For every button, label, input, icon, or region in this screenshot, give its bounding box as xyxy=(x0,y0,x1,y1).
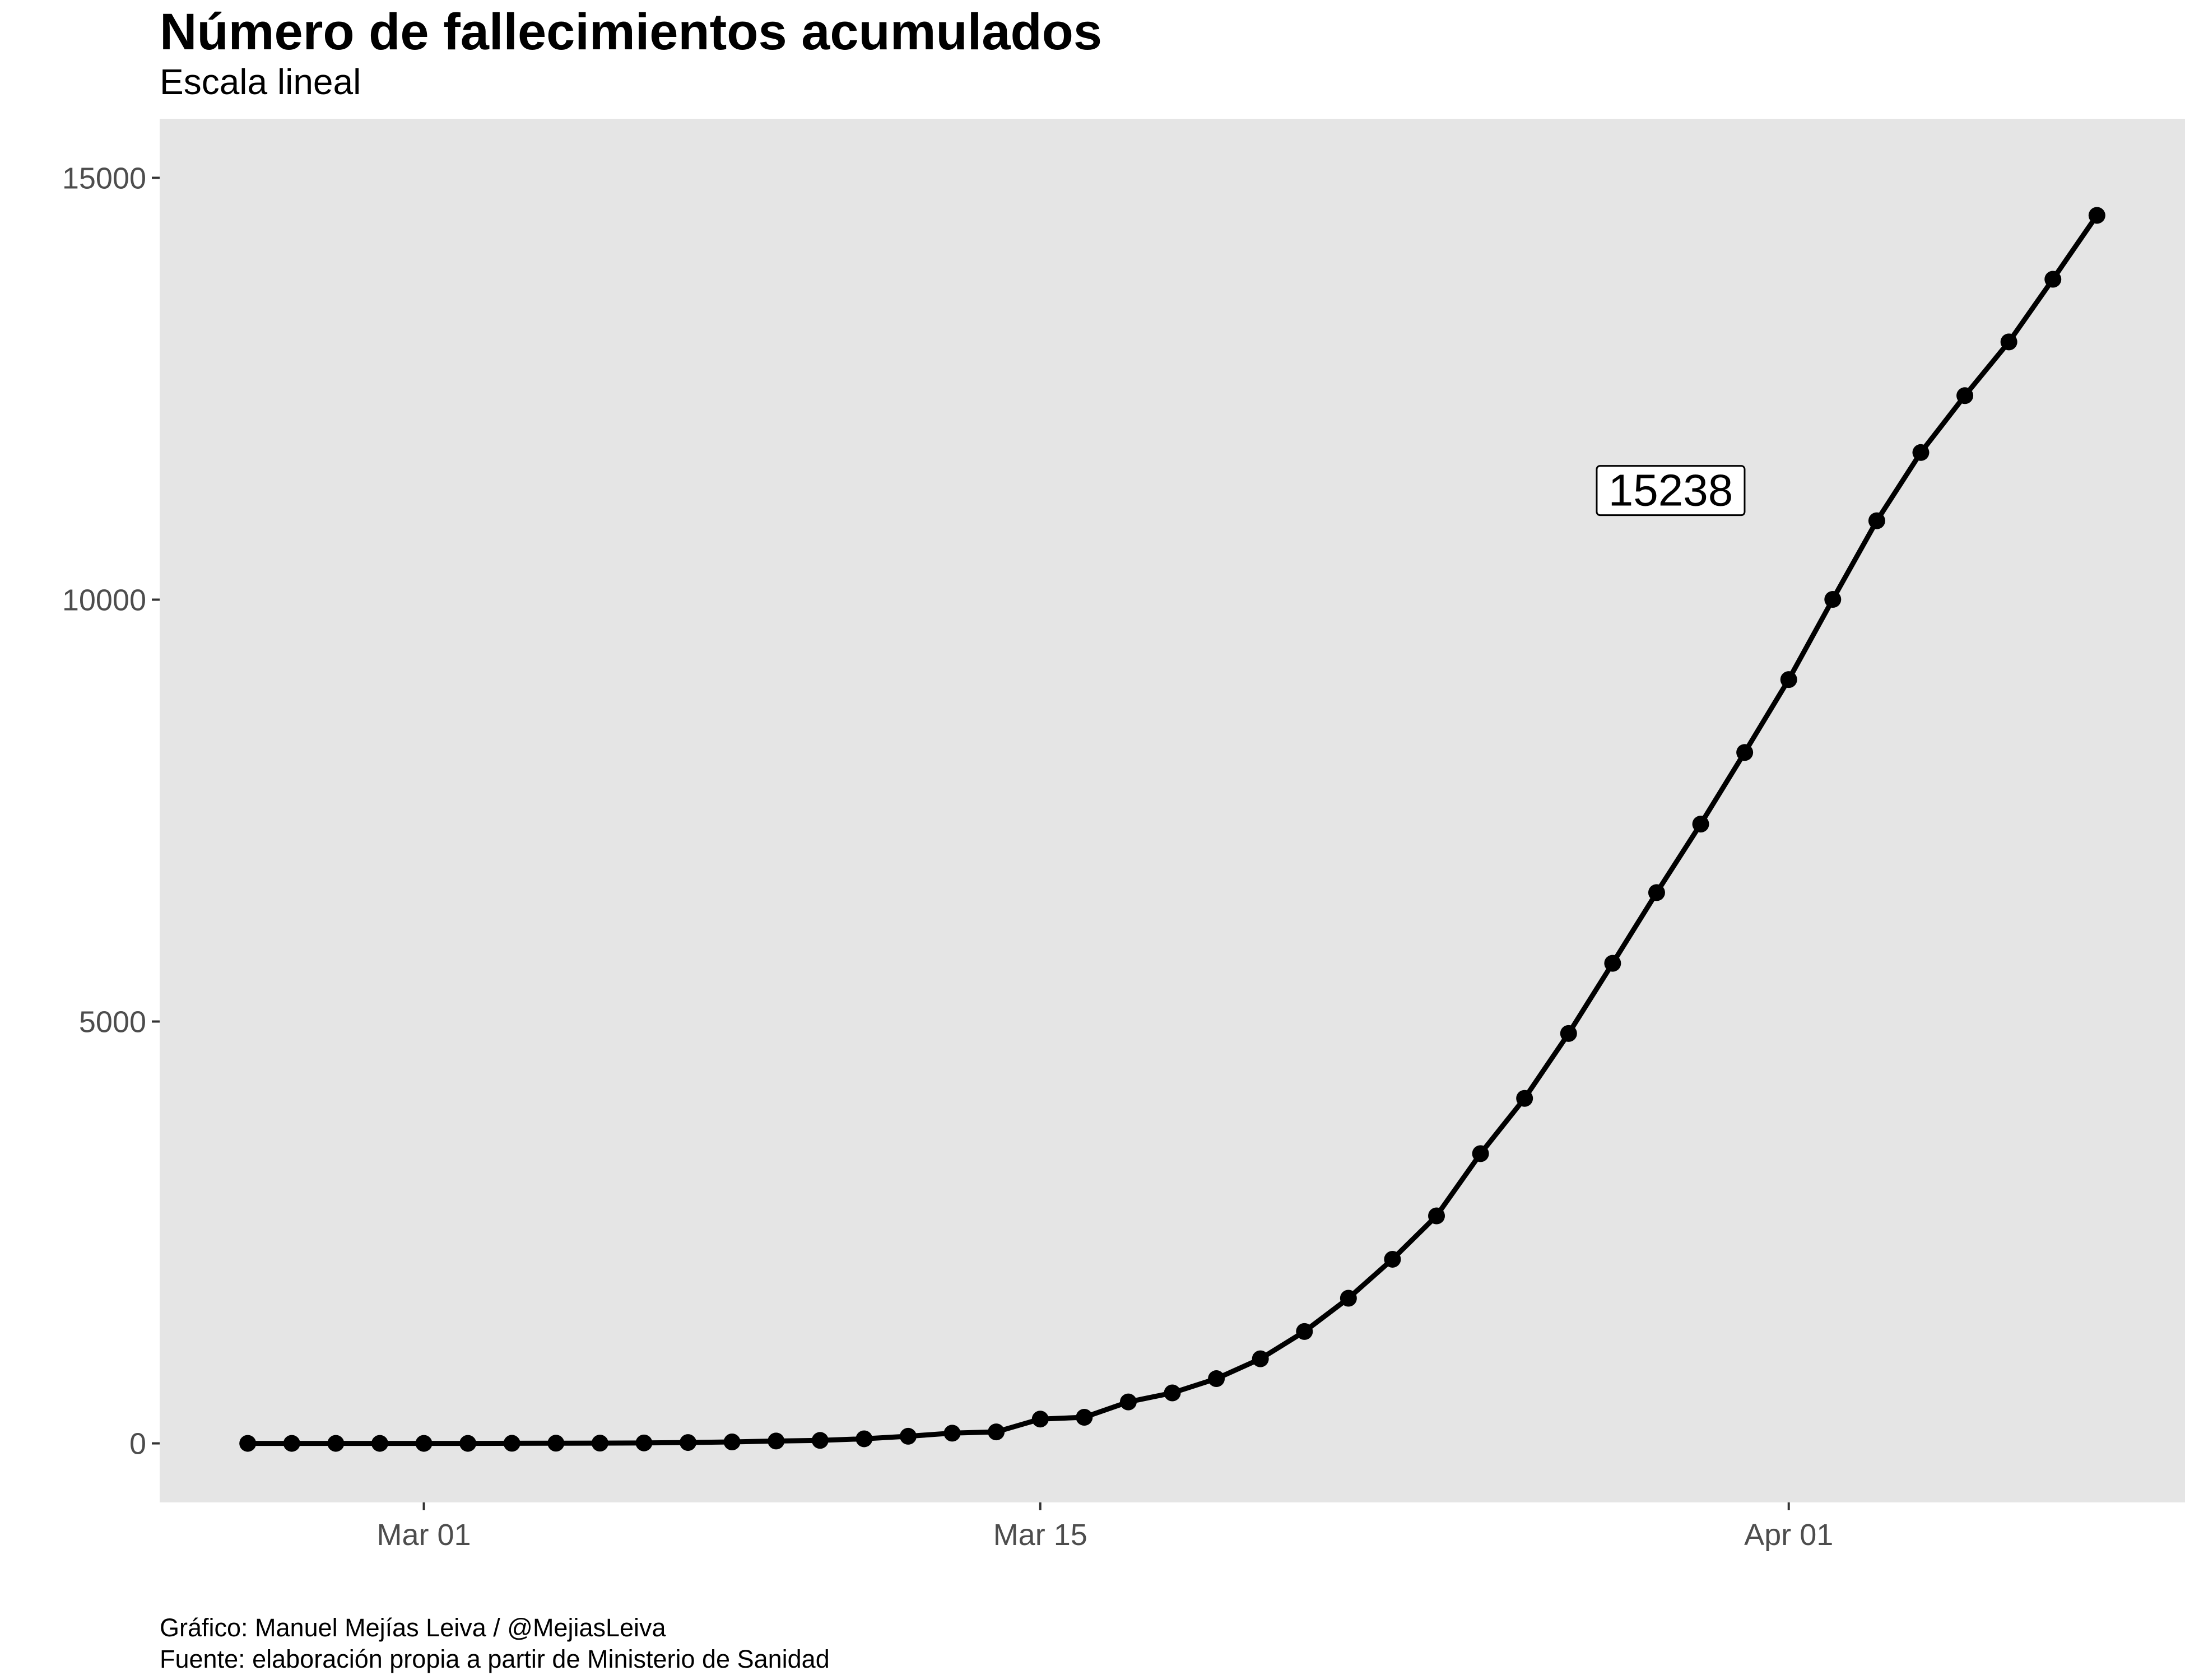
data-point xyxy=(2044,271,2062,288)
data-point xyxy=(1824,591,1842,608)
data-point xyxy=(239,1435,257,1452)
y-tick-label: 10000 xyxy=(62,583,146,617)
data-point xyxy=(1912,444,1930,461)
data-point xyxy=(1296,1323,1313,1340)
data-point xyxy=(1076,1409,1093,1426)
data-point xyxy=(1868,512,1885,529)
data-point xyxy=(811,1432,829,1449)
data-point xyxy=(723,1434,741,1451)
caption-source: Fuente: elaboración propia a partir de M… xyxy=(160,1645,830,1673)
data-point xyxy=(1648,884,1665,901)
data-point xyxy=(1560,1025,1577,1042)
data-point xyxy=(1384,1250,1401,1268)
data-point xyxy=(415,1435,433,1452)
data-point xyxy=(503,1435,520,1452)
data-point xyxy=(283,1435,300,1452)
x-tick-label: Apr 01 xyxy=(1744,1518,1833,1552)
data-point xyxy=(1692,816,1709,833)
annotation-box xyxy=(1596,465,1746,516)
y-tick-label: 5000 xyxy=(79,1006,146,1039)
data-point xyxy=(547,1435,565,1452)
data-point xyxy=(1164,1384,1181,1402)
y-tick-label: 15000 xyxy=(62,161,146,195)
data-point xyxy=(899,1427,917,1445)
data-point xyxy=(1340,1290,1357,1307)
data-point xyxy=(1119,1393,1137,1411)
data-point xyxy=(1956,387,1974,404)
data-point xyxy=(1031,1411,1049,1428)
data-point xyxy=(768,1432,785,1450)
data-point xyxy=(856,1430,873,1448)
data-point xyxy=(2088,207,2105,224)
data-point xyxy=(635,1434,653,1451)
data-point xyxy=(1208,1370,1225,1388)
data-point xyxy=(1780,671,1797,688)
annotation-label: 15238 xyxy=(1596,465,1746,516)
data-point xyxy=(943,1425,961,1442)
plot-area: 0 5000 10000 15000 Mar 01 Mar 15 Apr 01 15238 xyxy=(62,119,2185,1552)
data-point xyxy=(680,1434,697,1451)
annotation-text: 15238 xyxy=(1608,466,1733,515)
data-point xyxy=(1252,1350,1269,1367)
data-point xyxy=(1736,744,1754,761)
caption-author: Gráfico: Manuel Mejías Leiva / @MejiasLe… xyxy=(160,1613,666,1642)
plot-panel xyxy=(160,119,2185,1502)
data-point xyxy=(2000,333,2017,351)
data-point xyxy=(327,1435,345,1452)
x-tick-label: Mar 15 xyxy=(993,1518,1087,1552)
series-points xyxy=(239,207,2105,1452)
chart-title: Número de fallecimientos acumulados xyxy=(160,3,1103,61)
x-axis: Mar 01 Mar 15 Apr 01 xyxy=(376,1502,1833,1552)
data-point xyxy=(1428,1207,1445,1225)
data-point xyxy=(459,1435,477,1452)
y-axis: 0 5000 10000 15000 xyxy=(62,161,160,1461)
y-tick-label: 0 xyxy=(129,1427,146,1461)
x-tick-label: Mar 01 xyxy=(376,1518,471,1552)
data-point xyxy=(371,1435,388,1452)
data-point xyxy=(1604,955,1621,972)
caption: Gráfico: Manuel Mejías Leiva / @MejiasLe… xyxy=(160,1612,830,1675)
data-point xyxy=(1472,1145,1489,1162)
data-point xyxy=(1516,1090,1533,1107)
data-point xyxy=(591,1435,608,1452)
data-point xyxy=(988,1423,1005,1441)
chart-subtitle: Escala lineal xyxy=(160,62,361,102)
